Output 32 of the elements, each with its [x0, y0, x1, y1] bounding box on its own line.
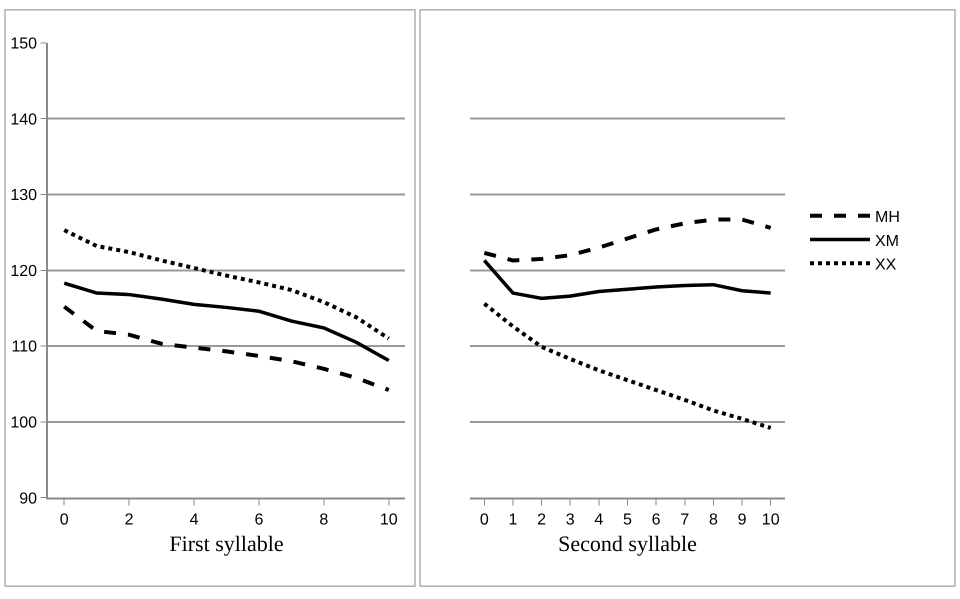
y-tick-label: 130 [10, 187, 38, 204]
legend-label: XM [875, 232, 899, 250]
x-tick-label: 4 [190, 512, 199, 529]
x-tick-label: 10 [762, 512, 780, 529]
y-tick-label: 110 [12, 338, 38, 356]
x-tick-label: 2 [124, 512, 134, 529]
x-tick-label: 5 [623, 512, 632, 529]
x-tick-label: 3 [566, 512, 575, 529]
x-tick-label: 2 [537, 512, 546, 529]
x-tick-label: 8 [319, 512, 328, 529]
legend-label: MH [875, 208, 900, 226]
line-series [62, 281, 391, 362]
x-tick-label: 6 [652, 512, 661, 529]
x-tick-label: 0 [60, 512, 69, 529]
line-series [62, 228, 391, 341]
x-tick-label: 0 [480, 512, 489, 529]
x-tick-label: 6 [254, 512, 264, 529]
legend-label: XX [875, 256, 897, 274]
y-tick-label: 90 [19, 490, 38, 508]
x-tick-label: 8 [708, 512, 718, 529]
line-series [62, 304, 391, 392]
x-tick-label: 10 [380, 512, 398, 529]
x-axis-title: First syllable [169, 531, 284, 556]
x-axis-title: Second syllable [558, 531, 697, 556]
x-tick-label: 4 [594, 512, 604, 529]
y-tick-label: 100 [10, 414, 38, 432]
y-tick-label: 150 [10, 36, 38, 53]
y-tick-label: 140 [10, 111, 38, 128]
x-tick-label: 7 [680, 512, 690, 529]
x-tick-label: 9 [738, 512, 747, 529]
y-tick-label: 120 [10, 262, 38, 280]
x-tick-label: 1 [508, 512, 518, 529]
